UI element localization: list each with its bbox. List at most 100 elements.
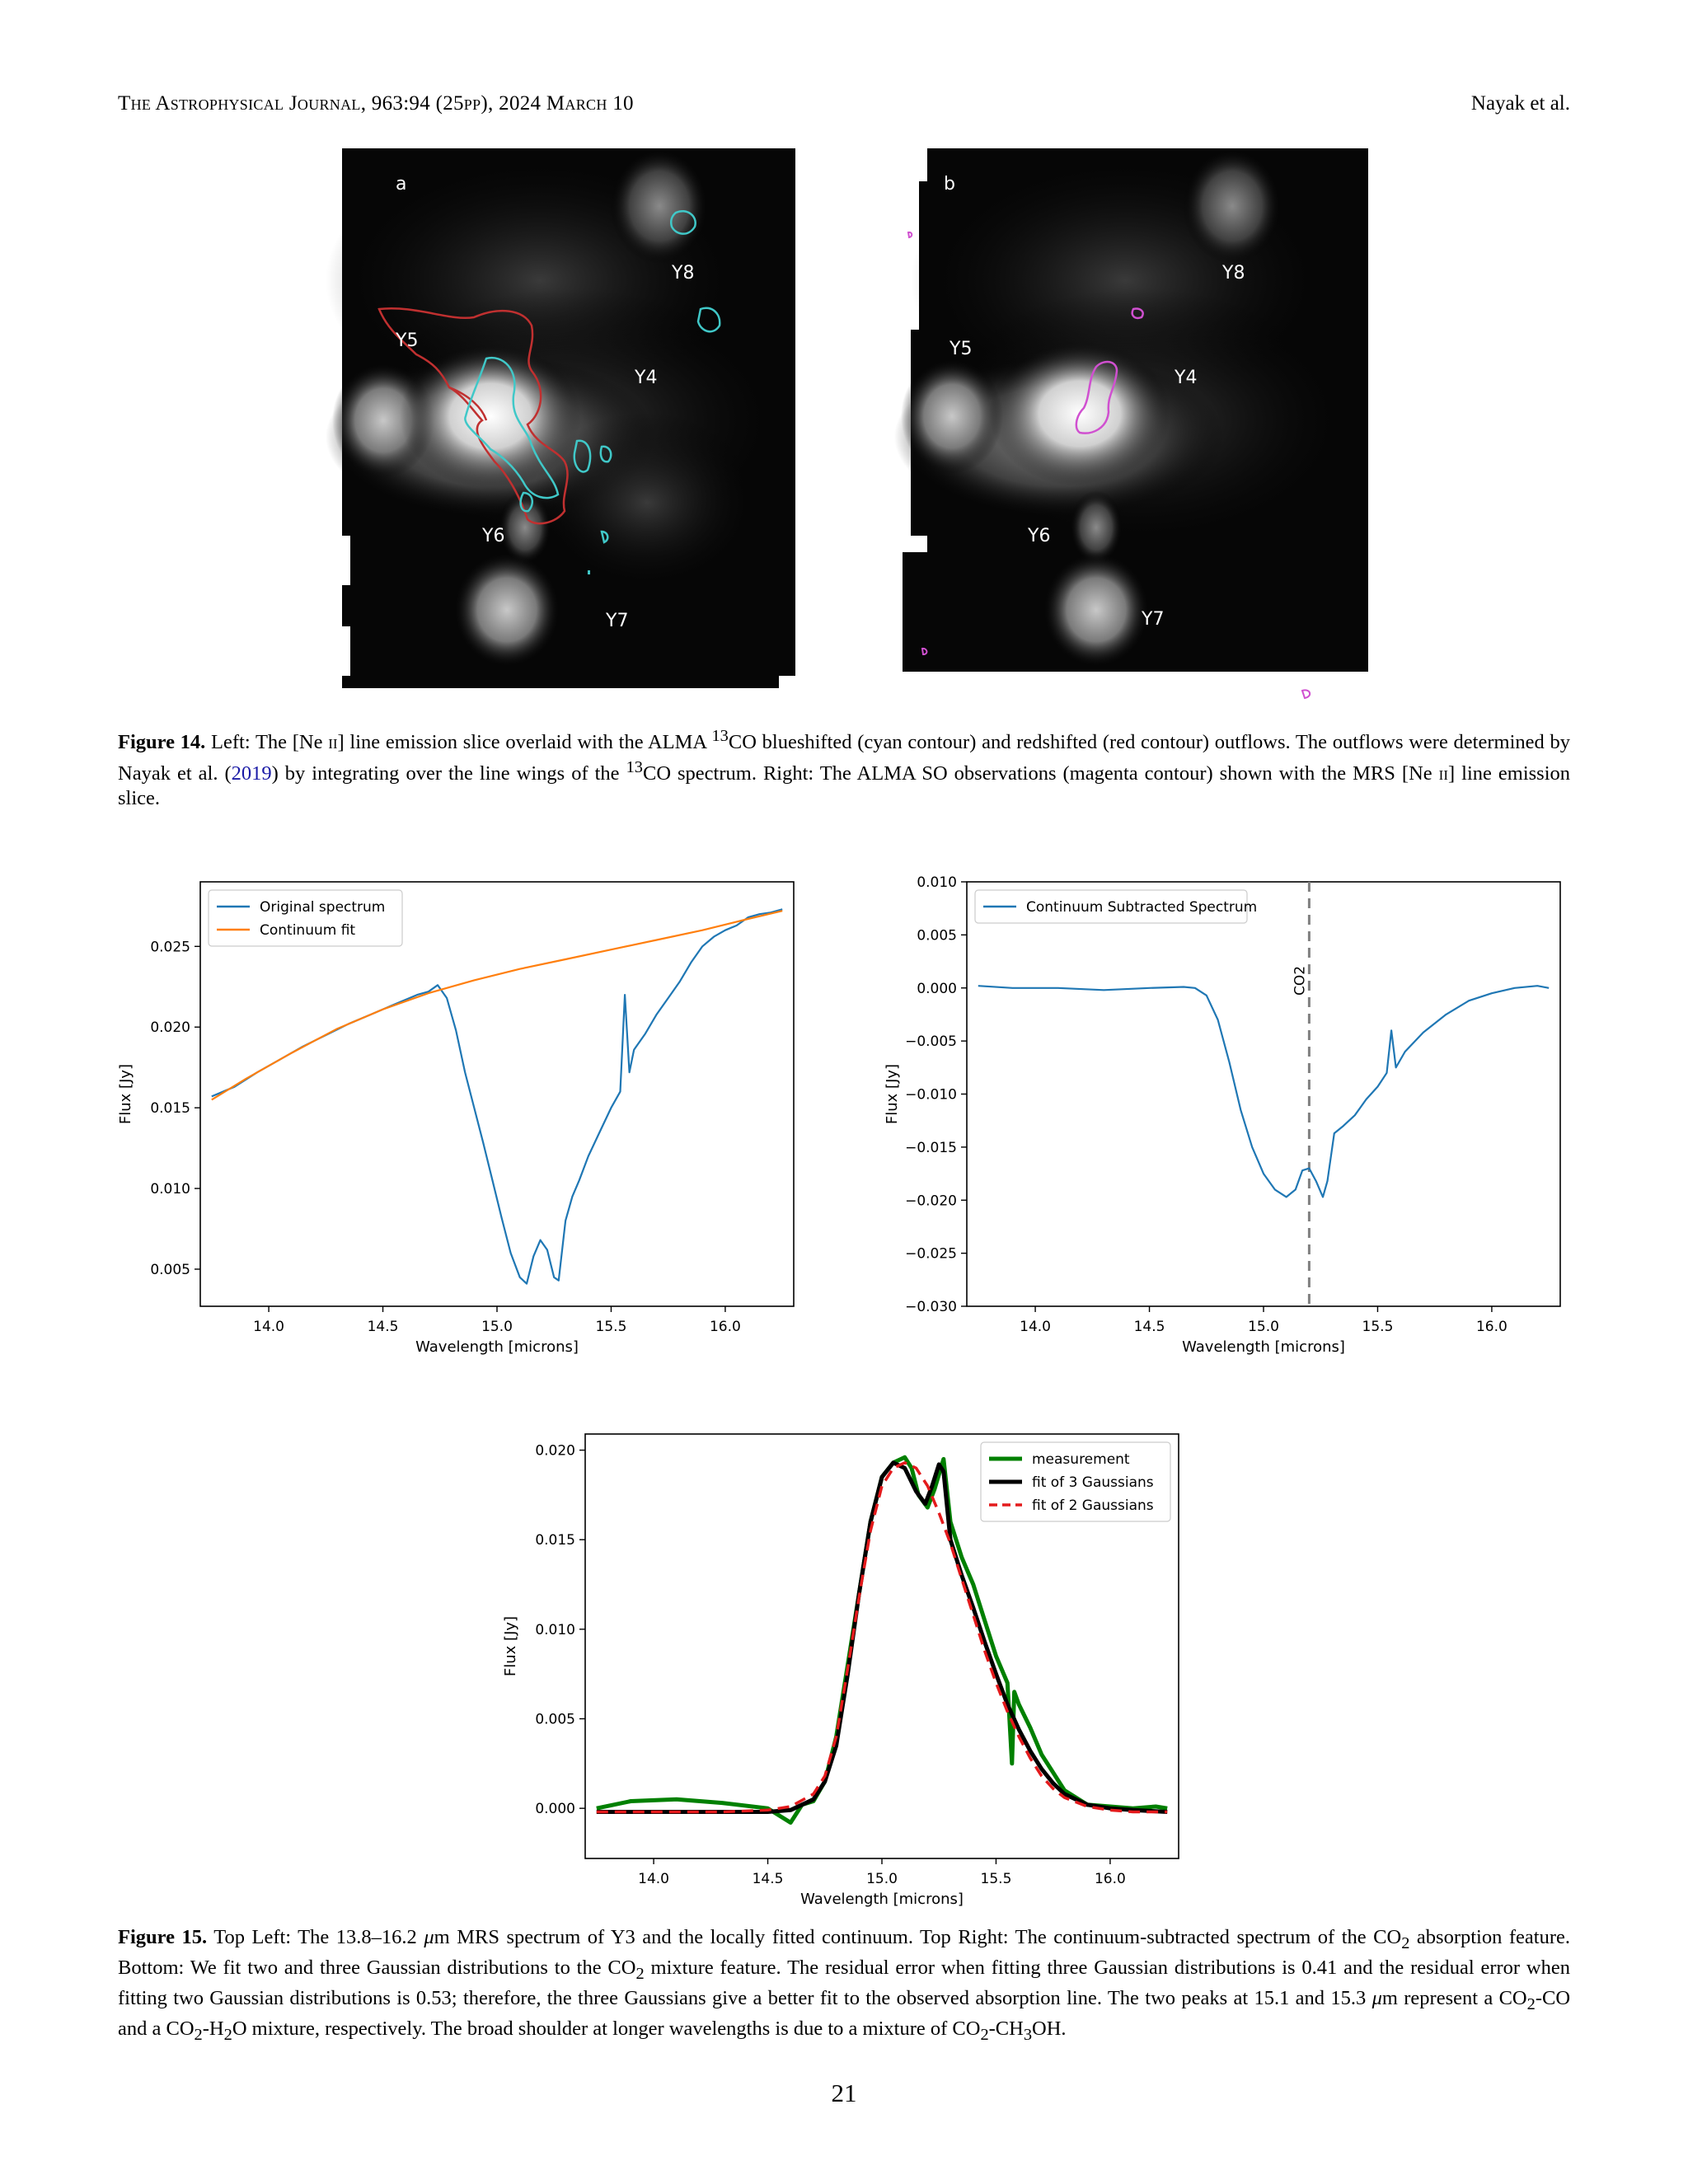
y-tick-label: 0.015	[150, 1100, 190, 1117]
caption-text: absorption feature. Bottom: We fit two a…	[118, 1926, 1570, 1979]
y-tick-label: 0.010	[917, 874, 957, 891]
series-line-0	[211, 908, 783, 1285]
y-axis-label: Flux [Jy]	[502, 1616, 519, 1676]
source-label-y5: Y5	[395, 330, 418, 351]
legend-box	[980, 1441, 1171, 1522]
so-contour	[1075, 360, 1118, 434]
caption-sup: 13	[711, 727, 729, 745]
caption-text: m represent a CO	[1381, 1986, 1527, 2009]
source-label-y4: Y4	[1174, 368, 1197, 388]
caption-text: -CO and a CO	[118, 1986, 1571, 2040]
y-tick-label: −0.025	[905, 1246, 957, 1263]
legend-box	[974, 889, 1248, 924]
figure14-label: Figure 14.	[118, 731, 206, 754]
y-tick-label: 0.005	[535, 1712, 575, 1728]
y-tick-label: 0.005	[150, 1262, 190, 1278]
source-label-y8: Y8	[1221, 263, 1245, 284]
x-tick-label: 14.5	[368, 1319, 399, 1335]
legend-box	[208, 889, 403, 947]
y-tick-label: 0.015	[535, 1532, 575, 1549]
caption-sub: 2	[980, 2025, 989, 2044]
x-tick-label: 15.5	[596, 1319, 627, 1335]
caption-sub: 3	[1023, 2025, 1033, 2044]
caption-text: Left: The [Ne	[211, 731, 329, 754]
caption-text: ii	[328, 731, 338, 754]
source-label-y6: Y6	[481, 526, 504, 546]
x-tick-label: 15.0	[866, 1871, 898, 1887]
co2-marker-label: CO2	[1292, 966, 1308, 996]
legend-label: Original spectrum	[260, 899, 385, 916]
source-label-y6: Y6	[1027, 526, 1050, 546]
caption-text: O mixture, respectively. The broad shoul…	[232, 2017, 981, 2040]
panel-a-letter: a	[396, 174, 406, 194]
source-label-y5: Y5	[949, 339, 972, 359]
citation-link[interactable]: 2019	[231, 762, 272, 785]
caption-mu: μ	[1372, 1986, 1382, 2009]
caption-text: ii	[1438, 762, 1448, 785]
caption-sub: 2	[635, 1964, 645, 1983]
figure15-caption: Figure 15. Top Left: The 13.8–16.2 μm MR…	[118, 1925, 1570, 2047]
running-head: The Astrophysical Journal, 963:94 (25pp)…	[118, 92, 1570, 122]
caption-mu: μ	[424, 1926, 434, 1948]
y-tick-label: −0.030	[905, 1299, 957, 1315]
caption-sub: 2	[223, 2025, 232, 2044]
figure15-label: Figure 15.	[118, 1926, 208, 1948]
caption-text: OH.	[1032, 2017, 1067, 2040]
y-tick-label: 0.020	[535, 1443, 575, 1460]
chart-original-spectrum: 14.0 14.5 15.0 15.5 16.0 0.005 0.010 0.015 0.020…	[117, 881, 795, 1356]
source-label-y7: Y7	[1141, 609, 1164, 630]
x-tick-label: 14.5	[753, 1871, 784, 1887]
y-tick-label: −0.020	[905, 1193, 957, 1209]
x-tick-label: 14.0	[253, 1319, 284, 1335]
figure14-caption: Figure 14. Left: The [Ne ii] line emissi…	[118, 724, 1570, 811]
blueshifted-contour	[464, 356, 560, 499]
x-tick-label: 15.0	[1248, 1319, 1279, 1335]
caption-text: ] line emission slice.	[118, 762, 1571, 810]
series-line-1	[211, 910, 783, 1101]
x-tick-label: 15.5	[981, 1871, 1012, 1887]
running-authors: Nayak et al.	[1470, 92, 1570, 115]
legend-label: Continuum Subtracted Spectrum	[1026, 899, 1257, 916]
caption-text: CO spectrum. Right: The ALMA SO observat…	[642, 762, 1439, 785]
x-tick-label: 16.0	[1476, 1319, 1507, 1335]
journal-citation: The Astrophysical Journal, 963:94 (25pp)…	[118, 92, 634, 115]
series-line-1	[596, 1460, 1168, 1814]
caption-text: mixture feature. The residual error when…	[118, 1956, 1570, 2009]
y-tick-label: 0.005	[917, 927, 957, 944]
panel-a-image: a Y8 Y5 Y4 Y6 Y7	[326, 148, 795, 688]
legend-label: fit of 3 Gaussians	[1032, 1474, 1154, 1491]
x-tick-label: 14.5	[1134, 1319, 1165, 1335]
plot-frame	[966, 881, 1561, 1307]
chart-continuum-subtracted: 14.0 14.5 15.0 15.5 16.0 0.010 0.005 0.000 −0.00…	[884, 874, 1561, 1356]
source-label-y8: Y8	[671, 263, 694, 284]
caption-text: Top Left: The 13.8–16.2	[213, 1926, 424, 1948]
page-number: 21	[831, 2079, 857, 2107]
caption-text: CO blueshifted (cyan contour) and redshi…	[118, 731, 1570, 785]
x-tick-label: 14.0	[1020, 1319, 1051, 1335]
x-tick-label: 16.0	[710, 1319, 741, 1335]
x-tick-label: 14.0	[638, 1871, 669, 1887]
figure14-panel-a: a Y8 Y5 Y4 Y6 Y7	[326, 148, 795, 688]
legend-label: fit of 2 Gaussians	[1032, 1497, 1154, 1514]
caption-sub: 2	[1401, 1933, 1410, 1952]
x-tick-label: 16.0	[1095, 1871, 1126, 1887]
caption-text: -CH	[988, 2017, 1024, 2040]
x-tick-label: 15.5	[1362, 1319, 1394, 1335]
legend-label: measurement	[1032, 1451, 1130, 1468]
caption-sub: 2	[194, 2025, 203, 2044]
x-axis-label: Wavelength [microns]	[800, 1891, 964, 1908]
caption-text: ) by integrating over the line wings of …	[271, 762, 626, 785]
y-tick-label: −0.005	[905, 1033, 957, 1050]
y-tick-label: 0.010	[150, 1181, 190, 1197]
y-tick-label: 0.010	[535, 1622, 575, 1638]
y-axis-label: Flux [Jy]	[117, 1064, 134, 1124]
x-axis-label: Wavelength [microns]	[1182, 1338, 1345, 1356]
figure14-panel-b: b Y8 Y5 Y4 Y6 Y7	[894, 148, 1368, 705]
series-line-2	[596, 1461, 1168, 1814]
y-axis-label: Flux [Jy]	[884, 1064, 901, 1124]
source-label-y7: Y7	[605, 611, 628, 631]
caption-text: ] line emission slice overlaid with the …	[337, 731, 712, 754]
y-tick-label: 0.020	[150, 1019, 190, 1036]
panel-b-image: b Y8 Y5 Y4 Y6 Y7	[894, 148, 1368, 700]
panel-b-letter: b	[944, 174, 955, 194]
